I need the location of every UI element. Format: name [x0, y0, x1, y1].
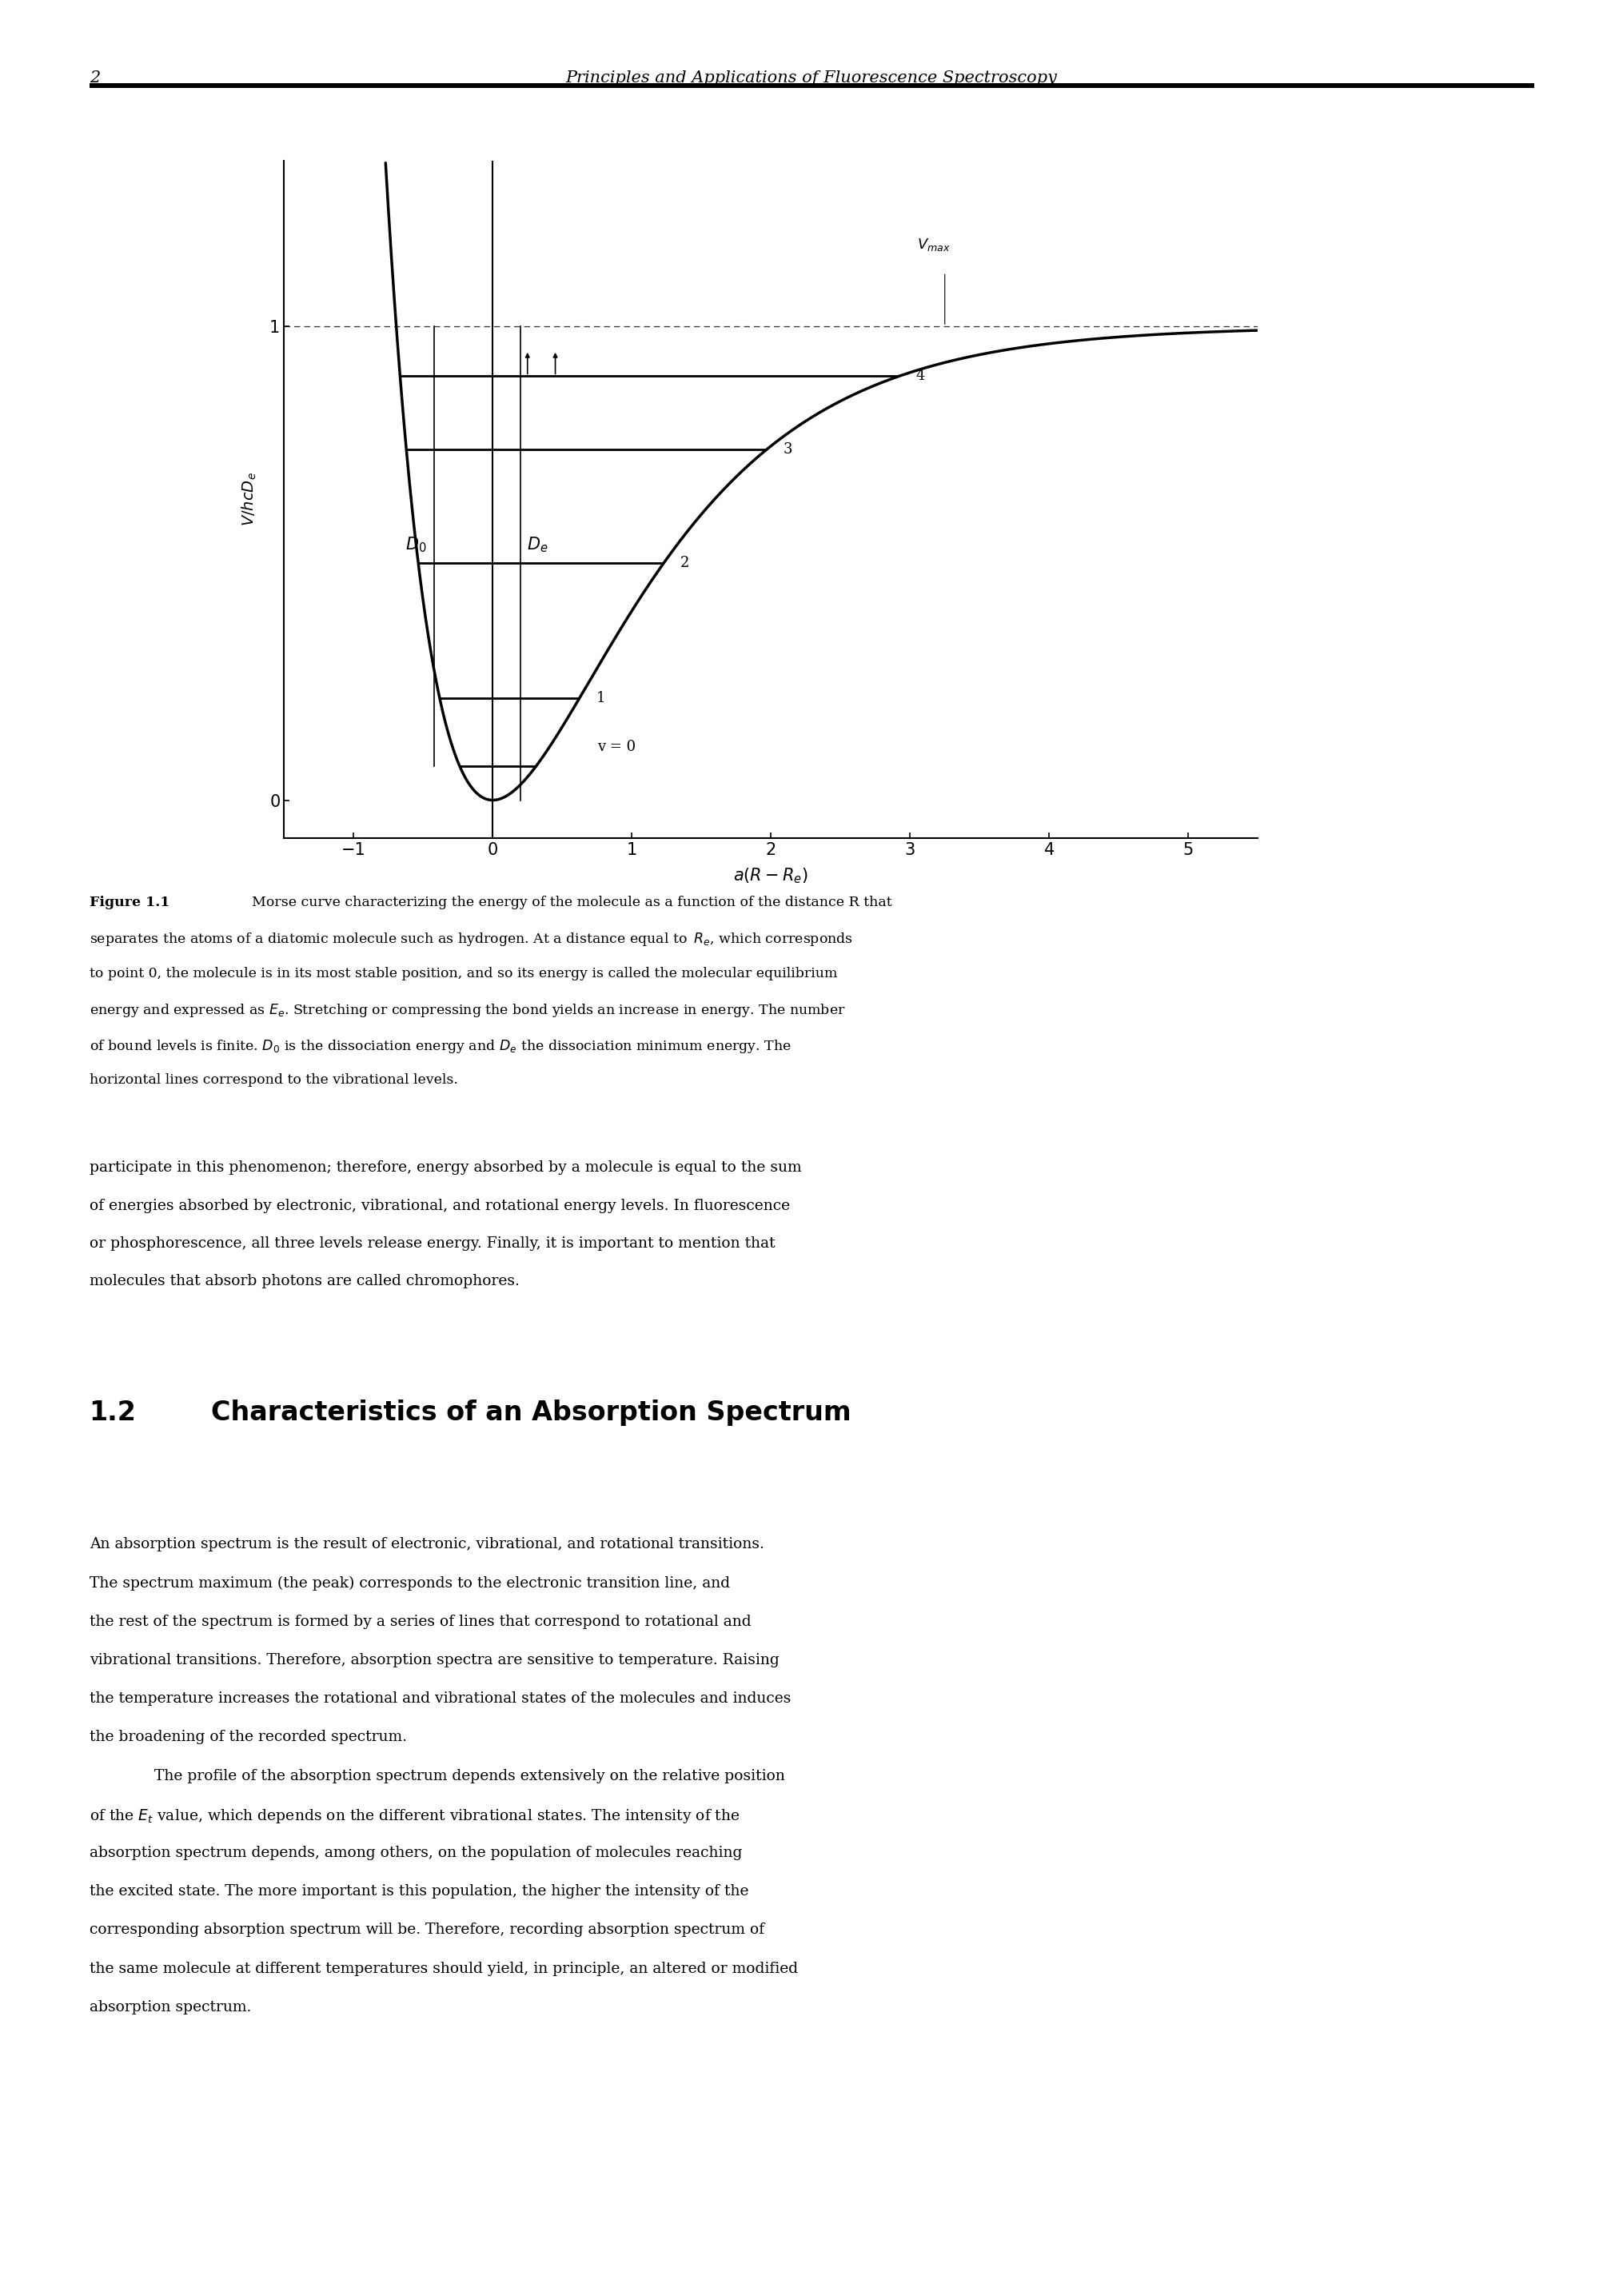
Text: separates the atoms of a diatomic molecule such as hydrogen. At a distance equal: separates the atoms of a diatomic molecu…	[89, 932, 852, 948]
Text: of the $E_t$ value, which depends on the different vibrational states. The inten: of the $E_t$ value, which depends on the…	[89, 1807, 740, 1825]
Text: Characteristics of an Absorption Spectrum: Characteristics of an Absorption Spectru…	[211, 1398, 850, 1426]
Text: 2: 2	[89, 69, 101, 85]
Text: 2: 2	[680, 556, 690, 569]
Text: the broadening of the recorded spectrum.: the broadening of the recorded spectrum.	[89, 1729, 407, 1745]
Text: v = 0: v = 0	[597, 739, 636, 753]
Text: of bound levels is finite. $D_0$ is the dissociation energy and $D_e$ the dissoc: of bound levels is finite. $D_0$ is the …	[89, 1038, 792, 1054]
Text: An absorption spectrum is the result of electronic, vibrational, and rotational : An absorption spectrum is the result of …	[89, 1536, 764, 1552]
Text: absorption spectrum depends, among others, on the population of molecules reachi: absorption spectrum depends, among other…	[89, 1846, 742, 1860]
Text: 1.2: 1.2	[89, 1398, 136, 1426]
X-axis label: $a(R-R_e)$: $a(R-R_e)$	[734, 868, 808, 886]
Text: horizontal lines correspond to the vibrational levels.: horizontal lines correspond to the vibra…	[89, 1072, 458, 1086]
Text: The spectrum maximum (the peak) corresponds to the electronic transition line, a: The spectrum maximum (the peak) correspo…	[89, 1575, 730, 1591]
Text: molecules that absorb photons are called chromophores.: molecules that absorb photons are called…	[89, 1274, 519, 1288]
Text: the excited state. The more important is this population, the higher the intensi: the excited state. The more important is…	[89, 1885, 748, 1899]
Text: vibrational transitions. Therefore, absorption spectra are sensitive to temperat: vibrational transitions. Therefore, abso…	[89, 1653, 779, 1667]
Text: to point 0, the molecule is in its most stable position, and so its energy is ca: to point 0, the molecule is in its most …	[89, 967, 837, 980]
Text: The profile of the absorption spectrum depends extensively on the relative posit: The profile of the absorption spectrum d…	[154, 1768, 786, 1784]
Text: $V_{max}$: $V_{max}$	[917, 236, 951, 253]
Text: energy and expressed as $E_e$. Stretching or compressing the bond yields an incr: energy and expressed as $E_e$. Stretchin…	[89, 1001, 846, 1019]
Text: participate in this phenomenon; therefore, energy absorbed by a molecule is equa: participate in this phenomenon; therefor…	[89, 1159, 802, 1176]
Y-axis label: $V/hcD_e$: $V/hcD_e$	[240, 473, 258, 526]
Text: $D_0$: $D_0$	[406, 535, 427, 553]
Text: Figure 1.1: Figure 1.1	[89, 895, 169, 909]
Text: corresponding absorption spectrum will be. Therefore, recording absorption spect: corresponding absorption spectrum will b…	[89, 1922, 764, 1938]
Text: absorption spectrum.: absorption spectrum.	[89, 2000, 252, 2014]
Text: the same molecule at different temperatures should yield, in principle, an alter: the same molecule at different temperatu…	[89, 1961, 799, 1977]
Text: the rest of the spectrum is formed by a series of lines that correspond to rotat: the rest of the spectrum is formed by a …	[89, 1614, 751, 1628]
Text: Principles and Applications of Fluorescence Spectroscopy: Principles and Applications of Fluoresce…	[566, 69, 1057, 85]
Text: 4: 4	[915, 370, 925, 383]
Text: of energies absorbed by electronic, vibrational, and rotational energy levels. I: of energies absorbed by electronic, vibr…	[89, 1199, 790, 1212]
Text: or phosphorescence, all three levels release energy. Finally, it is important to: or phosphorescence, all three levels rel…	[89, 1235, 774, 1251]
Text: 1: 1	[596, 691, 605, 705]
Text: Morse curve characterizing the energy of the molecule as a function of the dista: Morse curve characterizing the energy of…	[243, 895, 893, 909]
Text: the temperature increases the rotational and vibrational states of the molecules: the temperature increases the rotational…	[89, 1692, 790, 1706]
Text: 3: 3	[784, 443, 792, 457]
Text: $D_e$: $D_e$	[526, 535, 549, 553]
